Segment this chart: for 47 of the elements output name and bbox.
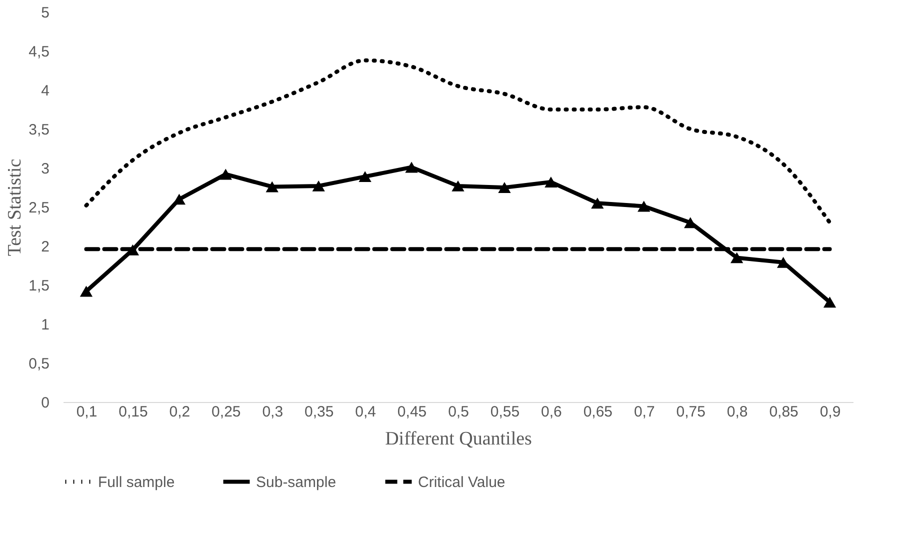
x-tick-label: 0,55: [490, 404, 520, 420]
y-tick-label: 4,5: [28, 44, 50, 60]
y-tick-label: 4: [41, 82, 50, 100]
y-tick-label: 2,5: [28, 200, 50, 216]
x-tick-label: 0,8: [726, 404, 748, 420]
point: [405, 162, 418, 173]
x-tick-label: 0,75: [676, 404, 706, 420]
point: [452, 180, 464, 192]
x-tick-label: 0,85: [769, 404, 798, 420]
x-tick-label: 0,9: [820, 404, 841, 420]
x-axis-title: Different Quantiles: [385, 428, 532, 450]
point: [591, 198, 604, 209]
y-tick-label: 1,5: [28, 278, 50, 294]
point: [544, 176, 558, 188]
x-tick-label: 0,4: [355, 404, 376, 420]
x-tick-label: 0,7: [634, 404, 655, 420]
legend-label: Sub-sample: [256, 474, 336, 491]
x-tick-label: 0,5: [448, 404, 469, 420]
point: [498, 182, 511, 193]
y-tick-label: 3,5: [28, 122, 50, 138]
point: [730, 252, 744, 264]
x-tick-label: 0,45: [397, 404, 427, 420]
x-tick-label: 0,15: [118, 404, 148, 420]
y-tick-label: 0,5: [28, 356, 50, 372]
legend-label: Critical Value: [418, 474, 506, 491]
x-tick-label: 0,35: [304, 404, 334, 420]
x-tick-label: 0,3: [262, 404, 284, 420]
point: [823, 296, 836, 308]
line-series: [84, 58, 832, 225]
point: [266, 181, 278, 192]
y-tick-label: 0: [41, 394, 50, 412]
x-tick-label: 0,6: [541, 404, 562, 420]
x-tick-label: 0,1: [76, 404, 98, 420]
point: [219, 168, 232, 180]
point: [80, 286, 93, 297]
legend-label: Full sample: [98, 474, 175, 491]
point: [358, 171, 372, 182]
point: [638, 200, 650, 212]
point: [312, 180, 325, 192]
x-tick-label: 0,2: [169, 404, 190, 420]
y-tick-label: 3: [41, 160, 50, 178]
y-tick-label: 5: [41, 4, 50, 22]
y-tick-label: 1: [41, 316, 50, 334]
x-tick-label: 0,25: [212, 404, 241, 420]
x-tick-label: 0,65: [583, 404, 613, 420]
y-axis-title: Test Statistic: [4, 158, 26, 256]
y-tick-label: 2: [41, 238, 50, 256]
